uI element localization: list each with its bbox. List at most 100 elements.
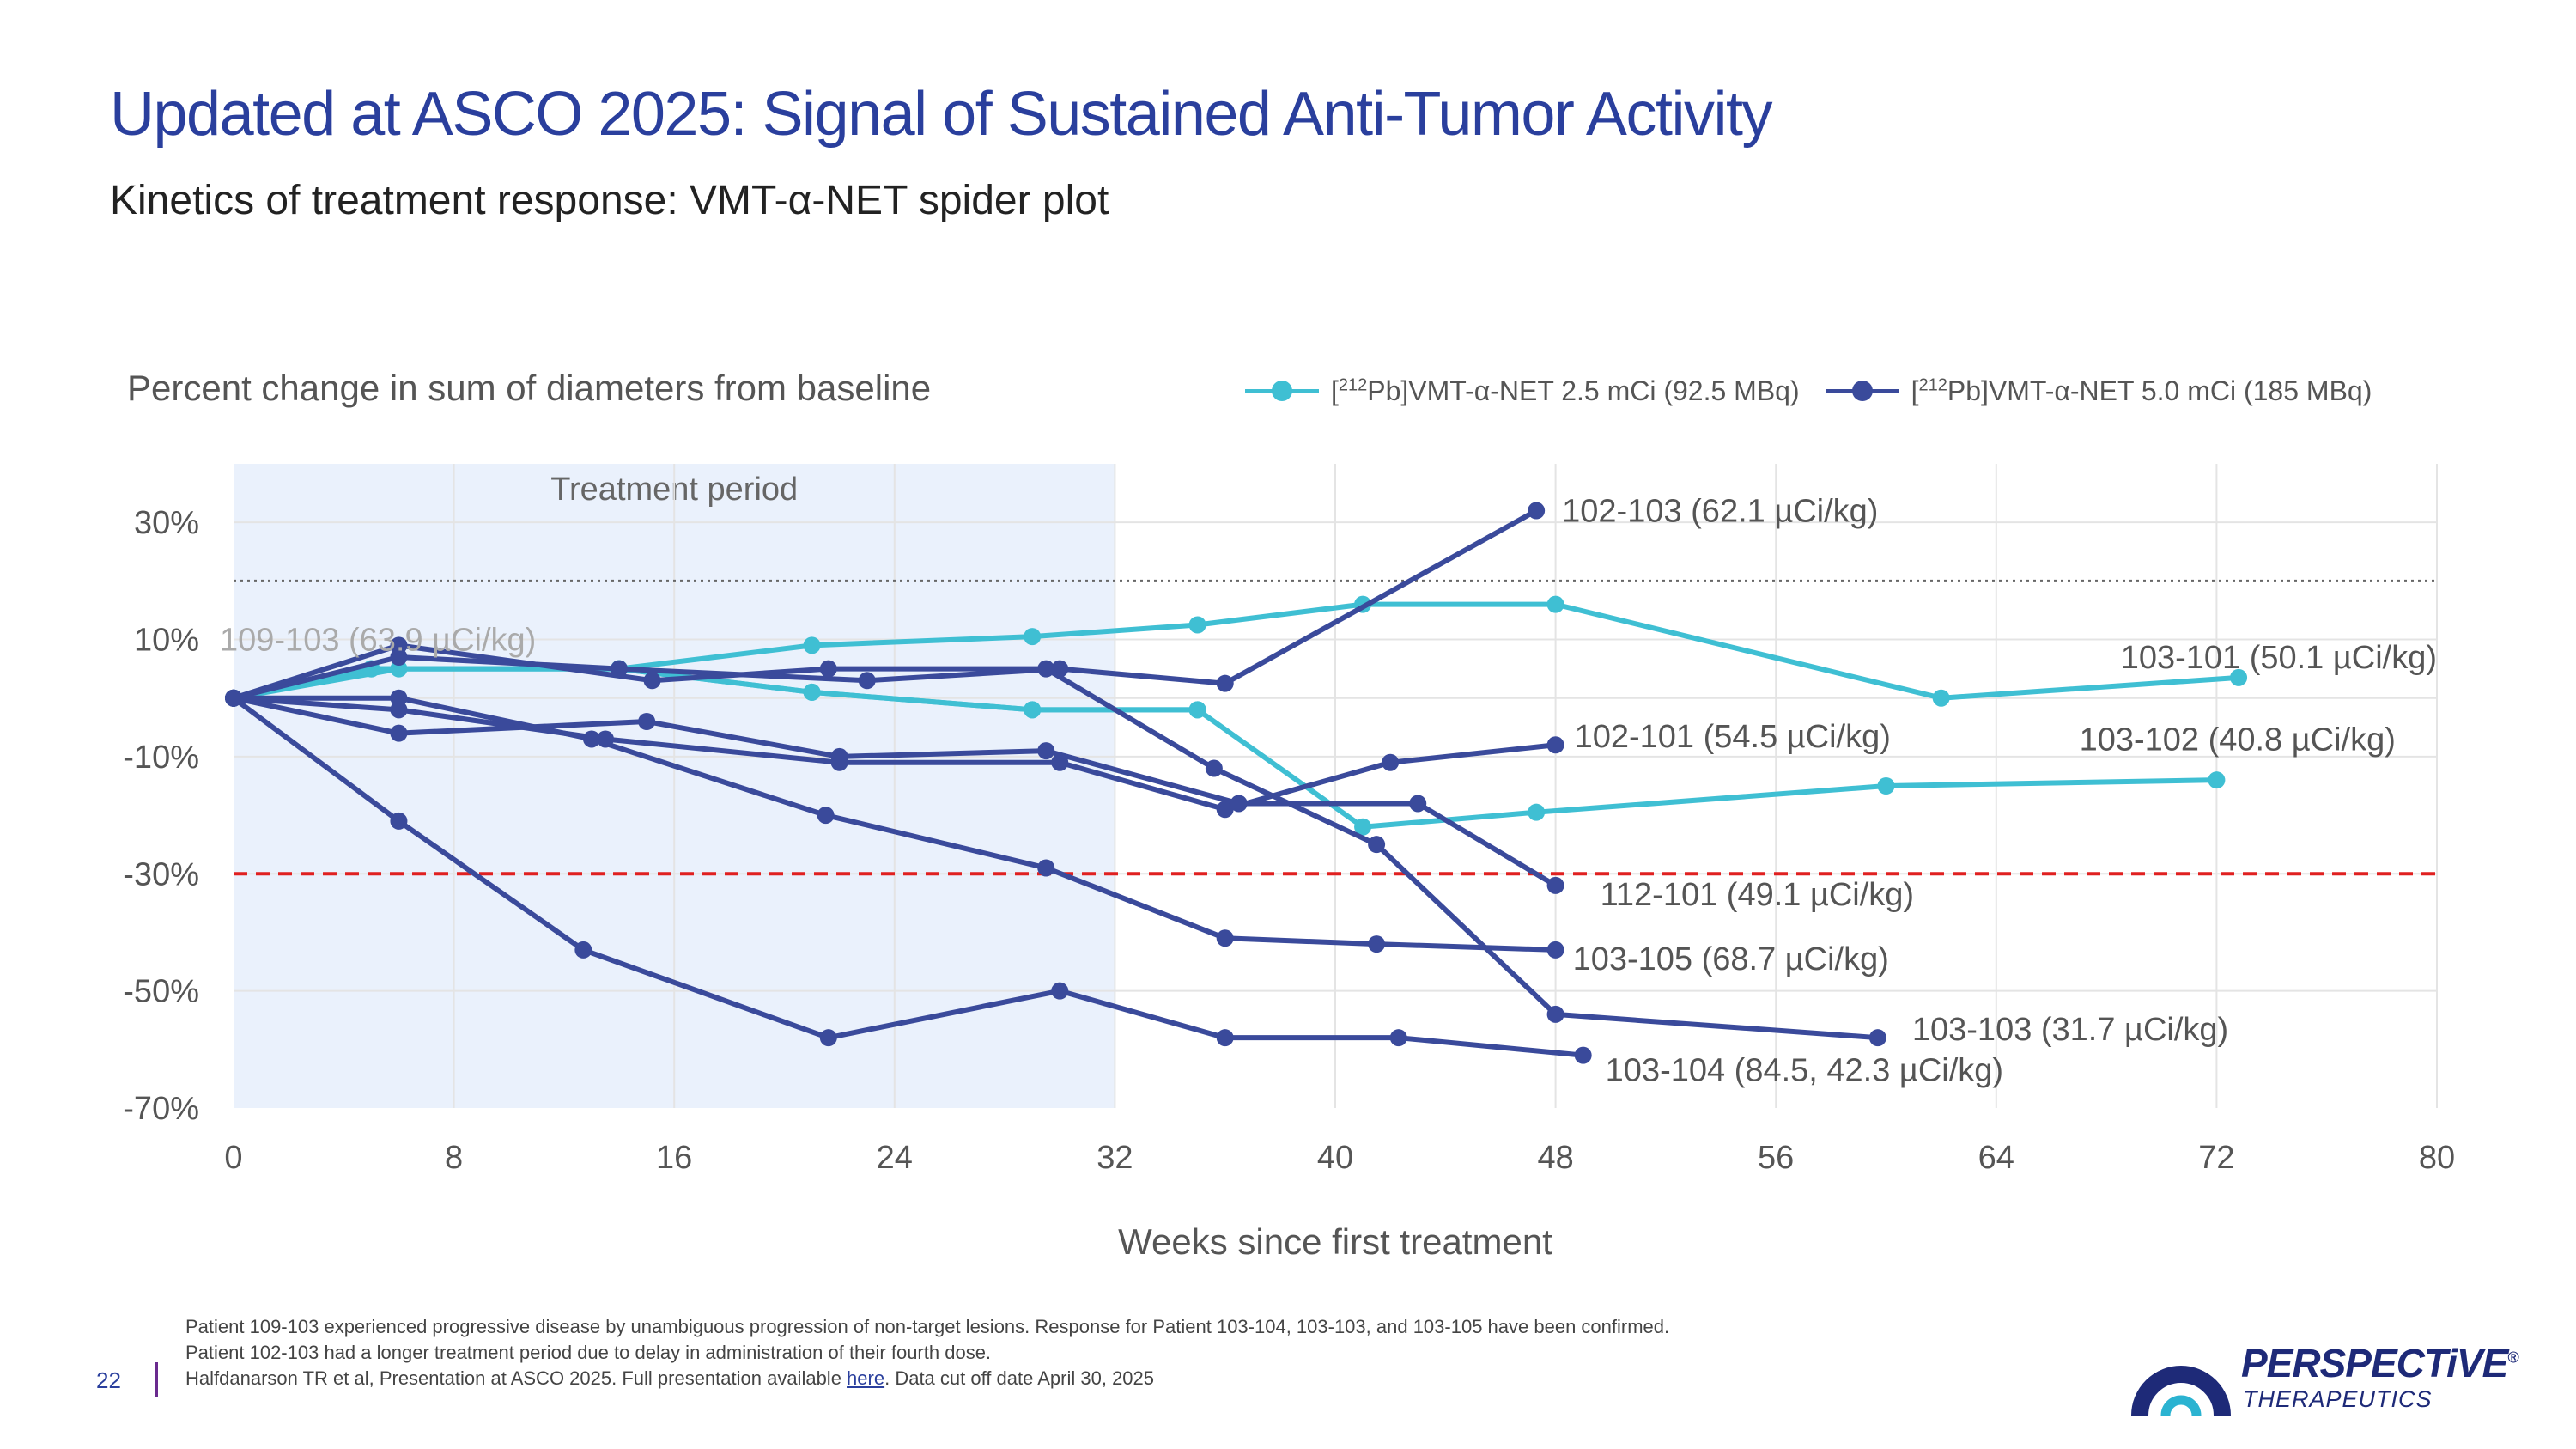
y-tick-label: -50% bbox=[123, 974, 199, 1010]
series-label-103-104: 103-104 (84.5, 42.3 µCi/kg) bbox=[1606, 1053, 2003, 1089]
data-point-103-105 bbox=[390, 689, 408, 707]
x-tick-label: 32 bbox=[1097, 1140, 1133, 1176]
data-point-103-103 bbox=[819, 660, 837, 678]
x-axis-label: Weeks since first treatment bbox=[1118, 1221, 1552, 1262]
data-point-112-101 bbox=[830, 747, 848, 765]
legend-swatch-5-0-mci bbox=[1825, 369, 1899, 412]
data-point-103-105 bbox=[817, 807, 835, 825]
data-point-103-105 bbox=[1216, 929, 1234, 947]
series-line-102-101 bbox=[233, 695, 1556, 813]
footnotes: Patient 109-103 experienced progressive … bbox=[185, 1314, 1669, 1391]
data-point-102-103 bbox=[858, 672, 876, 690]
y-tick-label: 10% bbox=[134, 623, 199, 659]
data-point-103-102 bbox=[1024, 701, 1042, 719]
series-label-109-103: 109-103 (63.9 µCi/kg) bbox=[220, 623, 536, 659]
data-point-103-101 bbox=[1024, 628, 1042, 646]
slide-title: Updated at ASCO 2025: Signal of Sustaine… bbox=[110, 80, 1772, 149]
data-point-112-101 bbox=[1037, 742, 1055, 760]
data-point-103-101 bbox=[1546, 595, 1564, 613]
data-point-103-101 bbox=[1188, 616, 1206, 634]
series-line-103-105 bbox=[234, 695, 1556, 953]
data-point-103-103 bbox=[1368, 836, 1386, 854]
legend-item-5-0-mci: [212Pb]VMT-α-NET 5.0 mCi (185 MBq) bbox=[1825, 369, 2372, 412]
series-label-112-101: 112-101 (49.1 µCi/kg) bbox=[1601, 877, 1915, 913]
data-point-103-103 bbox=[643, 672, 661, 690]
x-tick-label: 72 bbox=[2198, 1140, 2234, 1176]
x-tick-label: 80 bbox=[2419, 1140, 2455, 1176]
data-point-112-101 bbox=[1230, 795, 1248, 813]
data-point-103-102 bbox=[1188, 701, 1206, 719]
data-point-103-101 bbox=[2230, 668, 2248, 686]
data-point-103-102 bbox=[803, 683, 821, 701]
data-point-103-104 bbox=[1051, 982, 1069, 1000]
page-separator bbox=[155, 1362, 158, 1397]
perspective-logo: PERSPECTiVE® THERAPEUTICS bbox=[2129, 1330, 2533, 1424]
data-point-102-103 bbox=[1528, 502, 1546, 520]
data-point-103-104 bbox=[819, 1029, 837, 1047]
data-point-103-105 bbox=[582, 730, 600, 748]
here-link[interactable]: here bbox=[847, 1367, 885, 1389]
data-point-103-104 bbox=[574, 941, 592, 959]
slide-subtitle: Kinetics of treatment response: VMT-α-NE… bbox=[110, 178, 1109, 223]
chart-title: Percent change in sum of diameters from … bbox=[127, 368, 932, 408]
x-tick-label: 56 bbox=[1758, 1140, 1794, 1176]
x-tick-label: 48 bbox=[1537, 1140, 1573, 1176]
x-tick-label: 64 bbox=[1978, 1140, 2014, 1176]
x-tick-label: 8 bbox=[445, 1140, 463, 1176]
data-point-103-104 bbox=[390, 812, 408, 830]
data-point-102-103 bbox=[1216, 674, 1234, 692]
data-point-103-103 bbox=[390, 636, 408, 654]
series-label-103-101: 103-101 (50.1 µCi/kg) bbox=[2121, 640, 2437, 676]
series-line-103-104 bbox=[232, 696, 1583, 1058]
series-label-103-103: 103-103 (31.7 µCi/kg) bbox=[1912, 1012, 2228, 1048]
legend-label-2-5-mci: [212Pb]VMT-α-NET 2.5 mCi (92.5 MBq) bbox=[1331, 374, 1800, 406]
series-label-102-103: 102-103 (62.1 µCi/kg) bbox=[1562, 494, 1878, 530]
footnote-1: Patient 109-103 experienced progressive … bbox=[185, 1316, 1670, 1337]
data-point-103-102 bbox=[1528, 803, 1546, 821]
data-point-103-104 bbox=[1389, 1029, 1407, 1047]
data-point-103-105 bbox=[1037, 859, 1055, 877]
data-point-103-102 bbox=[2208, 771, 2226, 789]
data-point-112-101 bbox=[1546, 876, 1564, 894]
x-tick-label: 16 bbox=[656, 1140, 692, 1176]
data-point-103-101 bbox=[1932, 689, 1950, 707]
footnote-2: Patient 102-103 had a longer treatment p… bbox=[185, 1342, 992, 1363]
data-point-112-101 bbox=[390, 724, 408, 742]
data-point-103-103 bbox=[1037, 660, 1055, 678]
y-tick-label: -70% bbox=[123, 1091, 199, 1127]
data-point-103-105 bbox=[1368, 935, 1386, 953]
data-point-103-103 bbox=[1868, 1029, 1886, 1047]
data-point-103-103 bbox=[1546, 1005, 1564, 1023]
y-tick-label: 30% bbox=[134, 505, 199, 541]
data-point-103-101 bbox=[803, 636, 821, 654]
data-point-103-104 bbox=[1216, 1029, 1234, 1047]
data-point-103-104 bbox=[1574, 1046, 1592, 1064]
page-number: 22 bbox=[96, 1367, 121, 1393]
legend-item-2-5-mci: [212Pb]VMT-α-NET 2.5 mCi (92.5 MBq) bbox=[1245, 369, 1800, 412]
logo-wordmark: PERSPECTiVE® bbox=[2241, 1341, 2519, 1385]
series-label-102-101: 102-101 (54.5 µCi/kg) bbox=[1575, 719, 1891, 755]
series-label-103-102: 103-102 (40.8 µCi/kg) bbox=[2080, 721, 2396, 758]
data-point-103-103 bbox=[1205, 759, 1223, 777]
data-point-103-105 bbox=[1546, 941, 1564, 959]
logo-mark-icon bbox=[2131, 1366, 2231, 1416]
series-line-112-101 bbox=[233, 695, 1558, 888]
footnote-3: Halfdanarson TR et al, Presentation at A… bbox=[185, 1367, 1155, 1389]
y-tick-label: -30% bbox=[123, 856, 199, 892]
series-label-103-105: 103-105 (68.7 µCi/kg) bbox=[1573, 941, 1889, 977]
data-point-112-101 bbox=[1409, 795, 1427, 813]
data-point-102-101 bbox=[1382, 753, 1400, 771]
data-point-103-104 bbox=[225, 689, 242, 707]
x-tick-label: 24 bbox=[877, 1140, 913, 1176]
data-point-103-102 bbox=[1354, 818, 1372, 836]
data-point-102-101 bbox=[1546, 736, 1564, 754]
x-tick-label: 0 bbox=[224, 1140, 242, 1176]
data-point-112-101 bbox=[638, 713, 656, 730]
chart-legend: [212Pb]VMT-α-NET 2.5 mCi (92.5 MBq) [212… bbox=[1245, 369, 2397, 412]
data-point-102-101 bbox=[1216, 801, 1234, 819]
legend-label-5-0-mci: [212Pb]VMT-α-NET 5.0 mCi (185 MBq) bbox=[1911, 374, 2372, 406]
logo-subtitle: THERAPEUTICS bbox=[2243, 1386, 2433, 1412]
x-tick-label: 40 bbox=[1317, 1140, 1353, 1176]
y-tick-label: -10% bbox=[123, 740, 199, 776]
